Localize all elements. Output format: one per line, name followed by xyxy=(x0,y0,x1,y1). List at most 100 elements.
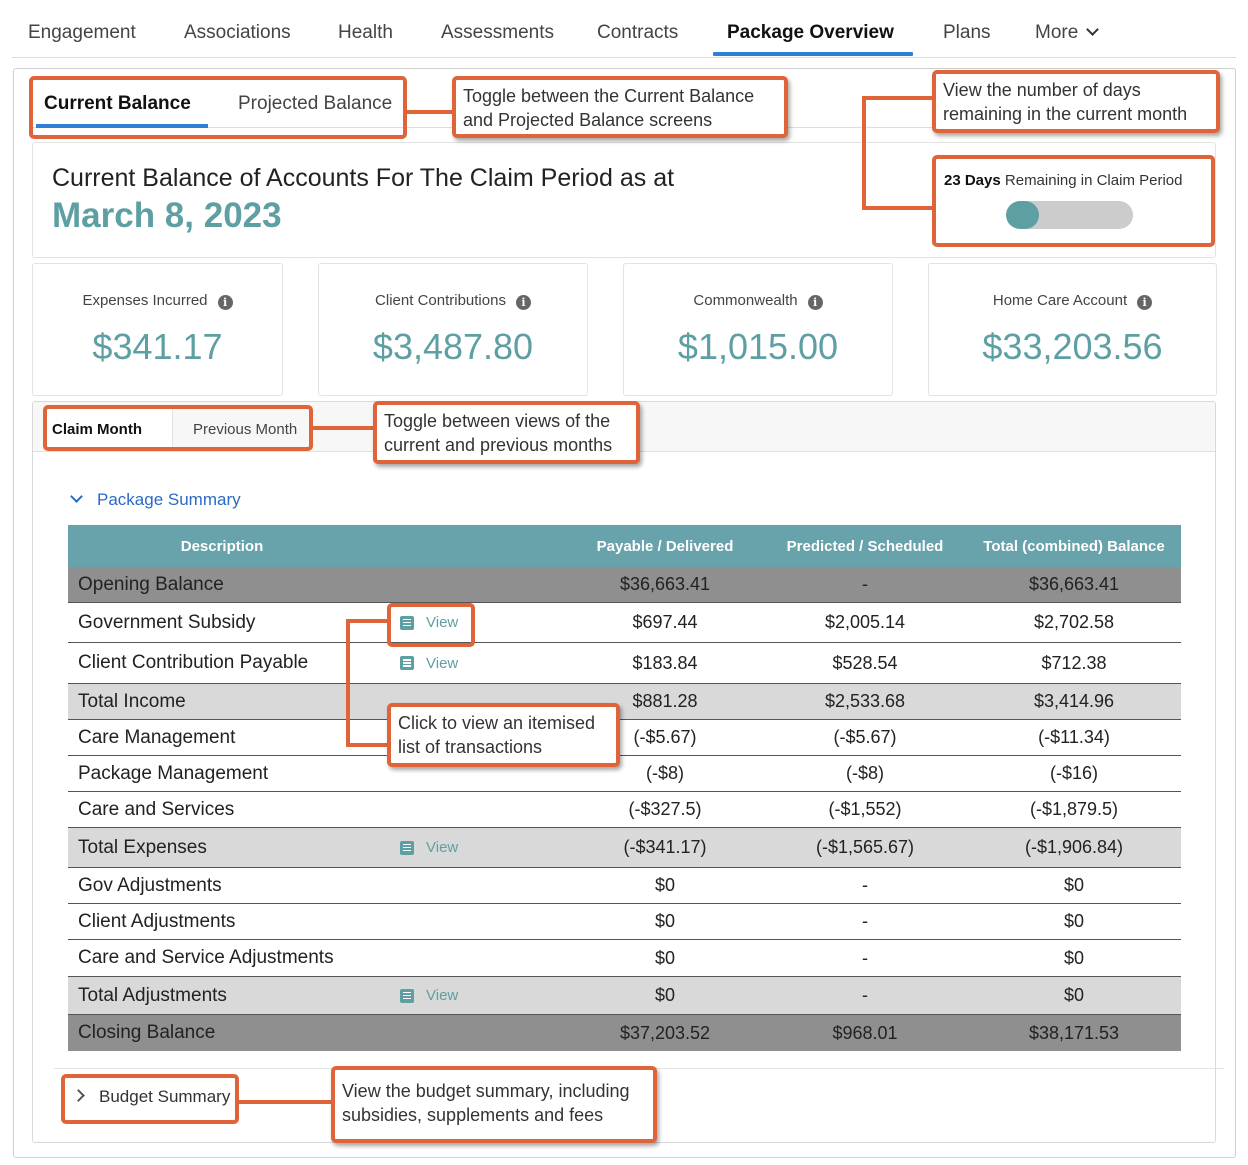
row-total: $0 xyxy=(1063,875,1085,895)
table-row: Client Adjustments $0 - $0 xyxy=(68,904,1181,940)
row-predicted: - xyxy=(862,985,868,1005)
row-total: (-$11.34) xyxy=(1038,727,1110,747)
row-total: $2,702.58 xyxy=(1033,612,1115,632)
view-link[interactable]: View xyxy=(400,977,458,1014)
page-title: Current Balance of Accounts For The Clai… xyxy=(52,164,675,192)
row-total: $0 xyxy=(1063,911,1085,931)
row-description: Government Subsidy xyxy=(78,611,256,633)
callout-connector xyxy=(346,619,350,747)
callout-highlight-budget xyxy=(61,1074,239,1124)
package-summary-toggle[interactable]: Package Summary xyxy=(70,490,241,510)
budget-summary-toggle[interactable]: Budget Summary xyxy=(72,1087,230,1107)
row-payable: $0 xyxy=(654,875,676,895)
callout-highlight-month-tabs xyxy=(43,405,313,451)
row-predicted: - xyxy=(862,911,868,931)
row-description: Package Management xyxy=(78,762,269,784)
callout-text: Toggle between views of the xyxy=(384,411,611,431)
tab-previous-month[interactable]: Previous Month xyxy=(172,408,310,451)
tab-more[interactable]: More xyxy=(1035,22,1100,44)
tab-current-balance[interactable]: Current Balance xyxy=(44,93,191,114)
callout-connector xyxy=(239,1100,333,1104)
view-link[interactable]: View xyxy=(400,643,458,683)
callout-connector xyxy=(862,96,934,100)
chevron-down-icon xyxy=(1086,23,1100,36)
row-total: $712.38 xyxy=(1041,652,1107,673)
tab-assessments[interactable]: Assessments xyxy=(441,22,554,43)
document-icon xyxy=(400,656,414,670)
view-link[interactable]: View xyxy=(400,603,458,642)
row-predicted: (-$1,552) xyxy=(828,799,902,819)
row-total: $38,171.53 xyxy=(1028,1022,1120,1043)
row-predicted: (-$8) xyxy=(845,763,884,783)
info-icon[interactable]: i xyxy=(1137,295,1153,310)
row-description: Care Management xyxy=(78,726,236,748)
row-predicted: $2,533.68 xyxy=(824,691,906,711)
chevron-down-icon xyxy=(70,490,83,503)
view-label: View xyxy=(426,987,459,1004)
stat-label-text: Expenses Incurred xyxy=(82,292,208,309)
column-header-description: Description xyxy=(180,537,264,555)
callout-text: current and previous months xyxy=(384,435,613,455)
info-icon[interactable]: i xyxy=(217,295,233,310)
callout-days: View the number of days remaining in the … xyxy=(932,70,1220,133)
row-payable: $697.44 xyxy=(632,612,698,632)
stat-value: $3,487.80 xyxy=(372,326,534,367)
active-tab-indicator xyxy=(713,52,913,56)
table-header: Description Payable / Delivered Predicte… xyxy=(68,525,1181,567)
row-payable: $36,663.41 xyxy=(619,574,711,594)
balance-header-card xyxy=(32,142,1216,258)
view-label: View xyxy=(426,614,459,631)
row-total: $0 xyxy=(1063,947,1085,968)
more-label: More xyxy=(1035,22,1079,43)
tab-engagement[interactable]: Engagement xyxy=(28,22,136,43)
document-icon xyxy=(400,840,414,855)
row-description: Client Adjustments xyxy=(78,910,236,932)
info-icon[interactable]: i xyxy=(807,295,823,310)
package-summary-label: Package Summary xyxy=(97,490,241,509)
table-row: Closing Balance $37,203.52 $968.01 $38,1… xyxy=(68,1015,1181,1051)
tab-plans[interactable]: Plans xyxy=(943,22,991,43)
callout-connector xyxy=(346,743,389,747)
row-payable: $0 xyxy=(654,911,676,931)
row-payable: (-$5.67) xyxy=(633,727,697,747)
balance-tab-indicator xyxy=(36,124,208,128)
callout-text: list of transactions xyxy=(398,737,543,757)
row-description: Client Contribution Payable xyxy=(78,652,309,673)
callout-text: View the budget summary, including xyxy=(342,1081,630,1101)
tab-projected-balance[interactable]: Projected Balance xyxy=(238,93,393,114)
callout-budget: View the budget summary, including subsid… xyxy=(331,1066,657,1143)
stat-label: Commonwealth i xyxy=(624,292,892,310)
days-progress-fill xyxy=(1006,201,1040,229)
stat-label-text: Home Care Account xyxy=(992,292,1128,309)
table-row: Total Expenses View (-$341.17) (-$1,565.… xyxy=(68,828,1181,868)
info-icon[interactable]: i xyxy=(515,295,531,310)
tab-health[interactable]: Health xyxy=(338,22,393,43)
row-payable: (-$341.17) xyxy=(623,837,707,857)
view-link[interactable]: View xyxy=(400,828,458,867)
row-description: Gov Adjustments xyxy=(78,874,222,896)
table-row: Opening Balance $36,663.41 - $36,663.41 xyxy=(68,567,1181,603)
row-predicted: - xyxy=(862,947,868,968)
table-row: Government Subsidy View $697.44 $2,005.1… xyxy=(68,603,1181,643)
stat-label-text: Client Contributions xyxy=(375,292,506,309)
row-payable: $183.84 xyxy=(632,652,698,673)
callout-text: View the number of days xyxy=(943,80,1141,100)
package-overview-panel xyxy=(13,68,1236,1158)
tab-package-overview[interactable]: Package Overview xyxy=(727,22,894,43)
table-row: Client Contribution Payable View $183.84… xyxy=(68,643,1181,684)
row-description: Total Income xyxy=(78,690,186,712)
document-icon xyxy=(400,988,414,1003)
claim-date: March 8, 2023 xyxy=(52,196,282,235)
tab-contracts[interactable]: Contracts xyxy=(597,22,679,43)
tab-claim-month[interactable]: Claim Month xyxy=(46,408,172,451)
tab-associations[interactable]: Associations xyxy=(184,22,291,43)
stat-label: Home Care Account i xyxy=(929,292,1216,310)
row-description: Total Expenses xyxy=(78,836,207,858)
row-description: Care and Services xyxy=(78,798,235,820)
row-payable: (-$327.5) xyxy=(628,799,702,819)
row-payable: $0 xyxy=(654,985,676,1005)
callout-connector xyxy=(313,426,375,430)
table-row: Total Adjustments View $0 - $0 xyxy=(68,977,1181,1015)
view-label: View xyxy=(426,839,459,856)
row-predicted: (-$1,565.67) xyxy=(815,837,915,857)
